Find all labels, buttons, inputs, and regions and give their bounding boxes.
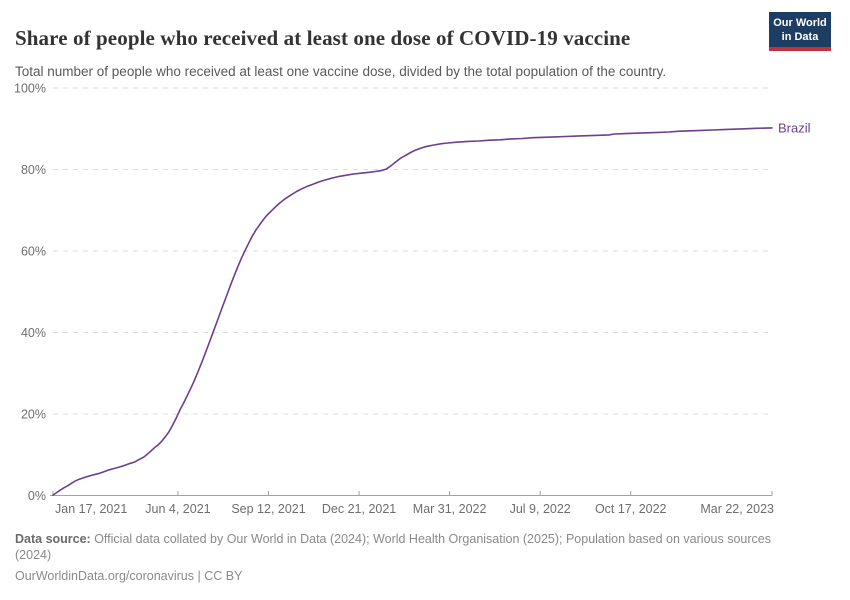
- owid-logo-line2: in Data: [781, 31, 819, 44]
- x-tick-label-6: Oct 17, 2022: [595, 502, 667, 516]
- y-tick-label-40: 40%: [21, 326, 46, 340]
- x-tick-label-1: Jun 4, 2021: [145, 502, 210, 516]
- y-tick-label-20: 20%: [21, 408, 46, 422]
- series-line-brazil: [52, 127, 773, 496]
- x-tick-label-2: Sep 12, 2021: [231, 502, 305, 516]
- data-source-text: Official data collated by Our World in D…: [15, 532, 771, 562]
- owid-logo: Our World in Data: [769, 12, 831, 52]
- owid-logo-line1: Our World: [773, 17, 827, 29]
- series-end-label: Brazil: [778, 120, 811, 135]
- y-tick-label-80: 80%: [21, 163, 46, 177]
- y-tick-label-100: 100%: [14, 82, 46, 96]
- license-line: OurWorldinData.org/coronavirus | CC BY: [15, 568, 807, 584]
- page-subtitle: Total number of people who received at l…: [15, 63, 667, 79]
- x-tick-label-0: Jan 17, 2021: [55, 502, 127, 516]
- data-source-label: Data source:: [15, 532, 91, 546]
- license-text: CC BY: [204, 569, 243, 583]
- owid-url: OurWorldinData.org/coronavirus: [15, 569, 195, 583]
- y-tick-label-0: 0%: [28, 489, 46, 503]
- page-footer: Data source: Official data collated by O…: [15, 531, 807, 584]
- data-source-line: Data source: Official data collated by O…: [15, 531, 807, 563]
- y-tick-label-60: 60%: [21, 245, 46, 259]
- footer-separator: |: [194, 569, 205, 583]
- page-title: Share of people who received at least on…: [15, 26, 631, 51]
- x-tick-label-3: Dec 21, 2021: [322, 502, 396, 516]
- x-tick-label-7: Mar 22, 2023: [700, 502, 774, 516]
- x-tick-label-4: Mar 31, 2022: [413, 502, 487, 516]
- x-tick-label-5: Jul 9, 2022: [510, 502, 571, 516]
